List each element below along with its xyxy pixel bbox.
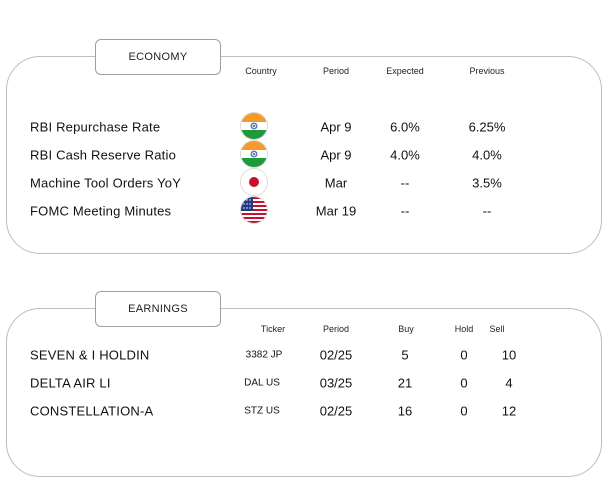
india-flag-icon <box>241 141 267 167</box>
earnings-period: 02/25 <box>319 403 353 419</box>
earnings-ticker: STZ US <box>244 405 280 417</box>
economy-period: Apr 9 <box>320 147 352 163</box>
earnings-ticker: DAL US <box>244 377 280 389</box>
earnings-header-ticker: Ticker <box>260 324 286 334</box>
economy-event-name: Machine Tool Orders YoY <box>30 175 182 191</box>
economy-previous: 4.0% <box>472 147 502 163</box>
earnings-title: EARNINGS <box>128 303 188 315</box>
economy-period: Mar 19 <box>315 203 357 219</box>
earnings-sell: 4 <box>505 375 513 391</box>
earnings-header-buy: Buy <box>398 324 414 334</box>
earnings-company-name: SEVEN & I HOLDIN <box>30 347 150 363</box>
earnings-buy: 21 <box>397 375 413 391</box>
earnings-header-sell: Sell <box>489 324 505 334</box>
economy-expected: -- <box>400 175 410 191</box>
japan-flag-icon <box>241 169 267 195</box>
earnings-company-name: DELTA AIR LI <box>30 375 111 391</box>
economy-header-period: Period <box>322 66 350 76</box>
earnings-buy: 16 <box>397 403 413 419</box>
economy-header-country: Country <box>245 66 277 76</box>
economy-header-expected: Expected <box>386 66 424 76</box>
economy-previous: 6.25% <box>468 119 506 135</box>
earnings-sell: 10 <box>501 347 517 363</box>
earnings-buy: 5 <box>401 347 409 363</box>
india-flag-icon <box>241 113 267 139</box>
earnings-sell: 12 <box>501 403 517 419</box>
economy-event-name: RBI Repurchase Rate <box>30 119 161 135</box>
economy-period: Apr 9 <box>320 119 352 135</box>
earnings-panel <box>6 308 602 477</box>
usa-flag-icon <box>241 197 267 223</box>
economy-tab[interactable]: ECONOMY <box>95 39 221 75</box>
economy-expected: 6.0% <box>390 119 420 135</box>
economy-previous: 3.5% <box>472 175 502 191</box>
earnings-hold: 0 <box>460 375 468 391</box>
economy-period: Mar <box>324 175 348 191</box>
economy-event-name: RBI Cash Reserve Ratio <box>30 147 177 163</box>
earnings-period: 02/25 <box>319 347 353 363</box>
economy-expected: -- <box>400 203 410 219</box>
earnings-period: 03/25 <box>319 375 353 391</box>
economy-event-name: FOMC Meeting Minutes <box>30 203 172 219</box>
earnings-hold: 0 <box>460 403 468 419</box>
economy-header-previous: Previous <box>469 66 505 76</box>
earnings-tab[interactable]: EARNINGS <box>95 291 221 327</box>
economy-panel <box>6 56 602 254</box>
earnings-header-period: Period <box>322 324 350 334</box>
earnings-hold: 0 <box>460 347 468 363</box>
economy-previous: -- <box>482 203 492 219</box>
earnings-ticker: 3382 JP <box>245 349 283 361</box>
earnings-header-hold: Hold <box>454 324 474 334</box>
earnings-company-name: CONSTELLATION-A <box>30 403 154 419</box>
economy-title: ECONOMY <box>128 51 188 63</box>
economy-expected: 4.0% <box>390 147 420 163</box>
